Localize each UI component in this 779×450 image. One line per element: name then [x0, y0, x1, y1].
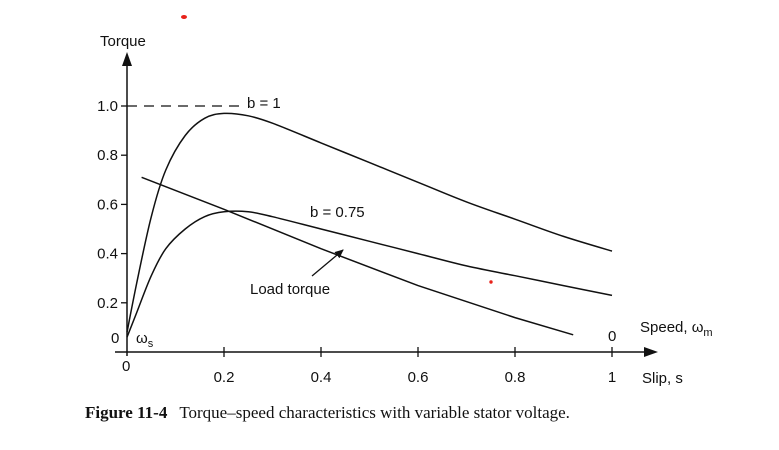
caption-text: Torque–speed characteristics with variab…: [179, 403, 570, 422]
label-load-torque: Load torque: [250, 281, 330, 298]
label-b-1: b = 1: [247, 95, 281, 112]
speed-label-text: Speed, ω: [640, 319, 704, 336]
series-layer: [126, 112, 613, 338]
y-tick-label: 0.2: [97, 295, 118, 312]
torque-speed-chart: Torque Speed, ωm Slip, s 0 ωs 0 0 0.2 0.4…: [97, 15, 713, 387]
y-tick-label: 1.0: [97, 98, 118, 115]
speed-origin-label: ωs: [136, 330, 154, 350]
ticks: 0.2 0.4 0.6 0.8 1 0.2 0.4 0.6 0.8 1.0: [97, 98, 616, 386]
red-mark-dot: [489, 280, 493, 284]
omega-s-subscript: s: [148, 338, 154, 350]
x-tick-label: 0.6: [408, 369, 429, 386]
curve-b-075: [126, 210, 613, 338]
y-tick-label: 0.4: [97, 246, 118, 263]
red-mark-top: [181, 15, 187, 19]
omega-s-text: ω: [136, 330, 148, 347]
figure-caption: Figure 11-4 Torque–speed characteristics …: [85, 403, 570, 423]
x-tick-label: 0.4: [311, 369, 332, 386]
label-b-075: b = 0.75: [310, 204, 365, 221]
origin-torque-label: 0: [111, 330, 119, 347]
x-tick-label: 0.2: [214, 369, 235, 386]
y-tick-label: 0.6: [97, 196, 118, 213]
curve-b-1: [126, 112, 613, 333]
x-tick-label: 0.8: [505, 369, 526, 386]
caption-label: Figure 11-4: [85, 403, 168, 422]
x-tick-label: 1: [608, 369, 616, 386]
load-torque-line: [141, 176, 574, 336]
x-axis-label-slip: Slip, s: [642, 370, 683, 387]
y-tick-label: 0.8: [97, 147, 118, 164]
y-axis-label: Torque: [100, 33, 146, 50]
x-axis-arrow: [644, 347, 658, 357]
y-axis-arrow: [122, 52, 132, 66]
x-axis-label-speed: Speed, ωm: [640, 319, 713, 339]
load-torque-pointer: [311, 249, 344, 277]
speed-label-subscript: m: [703, 327, 712, 339]
speed-end-label: 0: [608, 328, 616, 345]
origin-slip-label: 0: [122, 358, 130, 375]
